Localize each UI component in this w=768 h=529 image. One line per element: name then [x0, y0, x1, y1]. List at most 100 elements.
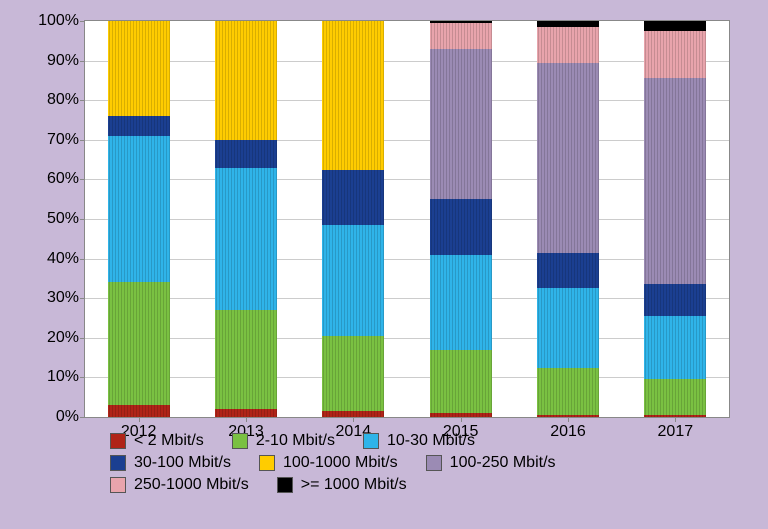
- bar-segment-10_30: [644, 316, 706, 379]
- bar-segment-30_100: [322, 170, 384, 225]
- gridline: [85, 100, 729, 101]
- bar-column: [537, 21, 599, 417]
- legend: < 2 Mbit/s 2-10 Mbit/s 10-30 Mbit/s 30-100 …: [110, 432, 584, 498]
- bar-segment-10_30: [108, 136, 170, 283]
- gridline: [85, 61, 729, 62]
- bar-segment-ge1000: [430, 21, 492, 23]
- y-tick-mark: [80, 100, 85, 101]
- gridline: [85, 298, 729, 299]
- bar-segment-100_1000: [322, 21, 384, 170]
- bar-segment-10_30: [430, 255, 492, 350]
- legend-swatch: [259, 455, 275, 471]
- legend-label: 10-30 Mbit/s: [387, 432, 475, 450]
- bar-segment-30_100: [430, 199, 492, 254]
- y-tick-mark: [80, 259, 85, 260]
- legend-swatch: [110, 455, 126, 471]
- bar-segment-2_10: [108, 282, 170, 405]
- bar-segment-2_10: [215, 310, 277, 409]
- y-tick-label: 70%: [47, 131, 79, 149]
- bar-segment-100_1000: [215, 21, 277, 140]
- bar-segment-100_250: [644, 78, 706, 284]
- x-tick-label: 2017: [658, 423, 694, 441]
- y-tick-label: 60%: [47, 170, 79, 188]
- legend-label: 250-1000 Mbit/s: [134, 476, 249, 494]
- y-tick-label: 100%: [38, 12, 79, 30]
- x-tick-mark: [461, 417, 462, 422]
- gridline: [85, 259, 729, 260]
- legend-row: 30-100 Mbit/s 100-1000 Mbit/s 100-250 Mbit…: [110, 454, 584, 476]
- y-tick-mark: [80, 377, 85, 378]
- legend-item-2_10: 2-10 Mbit/s: [232, 432, 335, 450]
- bar-column: [215, 21, 277, 417]
- bar-segment-250_1000: [430, 23, 492, 49]
- gridline: [85, 140, 729, 141]
- bar-segment-30_100: [537, 253, 599, 289]
- x-tick-mark: [139, 417, 140, 422]
- bar-segment-30_100: [215, 140, 277, 168]
- y-tick-label: 80%: [47, 91, 79, 109]
- bar-segment-lt2: [644, 415, 706, 417]
- bar-segment-250_1000: [644, 31, 706, 79]
- bar-column: [108, 21, 170, 417]
- legend-label: >= 1000 Mbit/s: [301, 476, 407, 494]
- y-tick-label: 90%: [47, 52, 79, 70]
- bar-segment-2_10: [537, 368, 599, 416]
- bar-column: [644, 21, 706, 417]
- legend-label: 30-100 Mbit/s: [134, 454, 231, 472]
- bar-segment-2_10: [322, 336, 384, 411]
- legend-label: 100-250 Mbit/s: [450, 454, 556, 472]
- bar-segment-30_100: [108, 116, 170, 136]
- y-tick-label: 30%: [47, 289, 79, 307]
- legend-row: < 2 Mbit/s 2-10 Mbit/s 10-30 Mbit/s: [110, 432, 584, 454]
- y-tick-label: 50%: [47, 210, 79, 228]
- y-tick-mark: [80, 219, 85, 220]
- y-tick-mark: [80, 298, 85, 299]
- y-tick-mark: [80, 179, 85, 180]
- bar-segment-2_10: [430, 350, 492, 413]
- legend-swatch: [426, 455, 442, 471]
- chart-plot-area: 0%10%20%30%40%50%60%70%80%90%100%2012201…: [84, 20, 730, 418]
- bar-segment-30_100: [644, 284, 706, 316]
- y-tick-mark: [80, 140, 85, 141]
- legend-item-30_100: 30-100 Mbit/s: [110, 454, 231, 472]
- gridline: [85, 377, 729, 378]
- x-tick-mark: [246, 417, 247, 422]
- bar-segment-lt2: [215, 409, 277, 417]
- legend-label: 2-10 Mbit/s: [256, 432, 335, 450]
- gridline: [85, 179, 729, 180]
- y-tick-label: 20%: [47, 329, 79, 347]
- legend-swatch: [363, 433, 379, 449]
- bar-segment-100_1000: [108, 21, 170, 116]
- bar-column: [322, 21, 384, 417]
- bar-segment-lt2: [537, 415, 599, 417]
- bar-segment-lt2: [108, 405, 170, 417]
- gridline: [85, 338, 729, 339]
- bar-segment-2_10: [644, 379, 706, 415]
- legend-item-ge1000: >= 1000 Mbit/s: [277, 476, 407, 494]
- y-tick-label: 0%: [56, 408, 79, 426]
- y-tick-mark: [80, 417, 85, 418]
- x-tick-mark: [568, 417, 569, 422]
- bar-column: [430, 21, 492, 417]
- bar-segment-100_250: [537, 63, 599, 253]
- bar-segment-10_30: [537, 288, 599, 367]
- bar-segment-ge1000: [537, 21, 599, 27]
- y-tick-label: 10%: [47, 368, 79, 386]
- legend-item-100_250: 100-250 Mbit/s: [426, 454, 556, 472]
- gridline: [85, 219, 729, 220]
- y-tick-mark: [80, 338, 85, 339]
- legend-swatch: [277, 477, 293, 493]
- legend-swatch: [110, 477, 126, 493]
- bar-segment-100_250: [430, 49, 492, 199]
- legend-swatch: [110, 433, 126, 449]
- legend-item-250_1000: 250-1000 Mbit/s: [110, 476, 249, 494]
- bar-segment-10_30: [215, 168, 277, 311]
- bar-segment-250_1000: [537, 27, 599, 63]
- legend-item-lt2: < 2 Mbit/s: [110, 432, 204, 450]
- y-tick-mark: [80, 21, 85, 22]
- legend-row: 250-1000 Mbit/s >= 1000 Mbit/s: [110, 476, 584, 498]
- legend-label: 100-1000 Mbit/s: [283, 454, 398, 472]
- legend-label: < 2 Mbit/s: [134, 432, 204, 450]
- bar-segment-lt2: [430, 413, 492, 417]
- y-tick-label: 40%: [47, 250, 79, 268]
